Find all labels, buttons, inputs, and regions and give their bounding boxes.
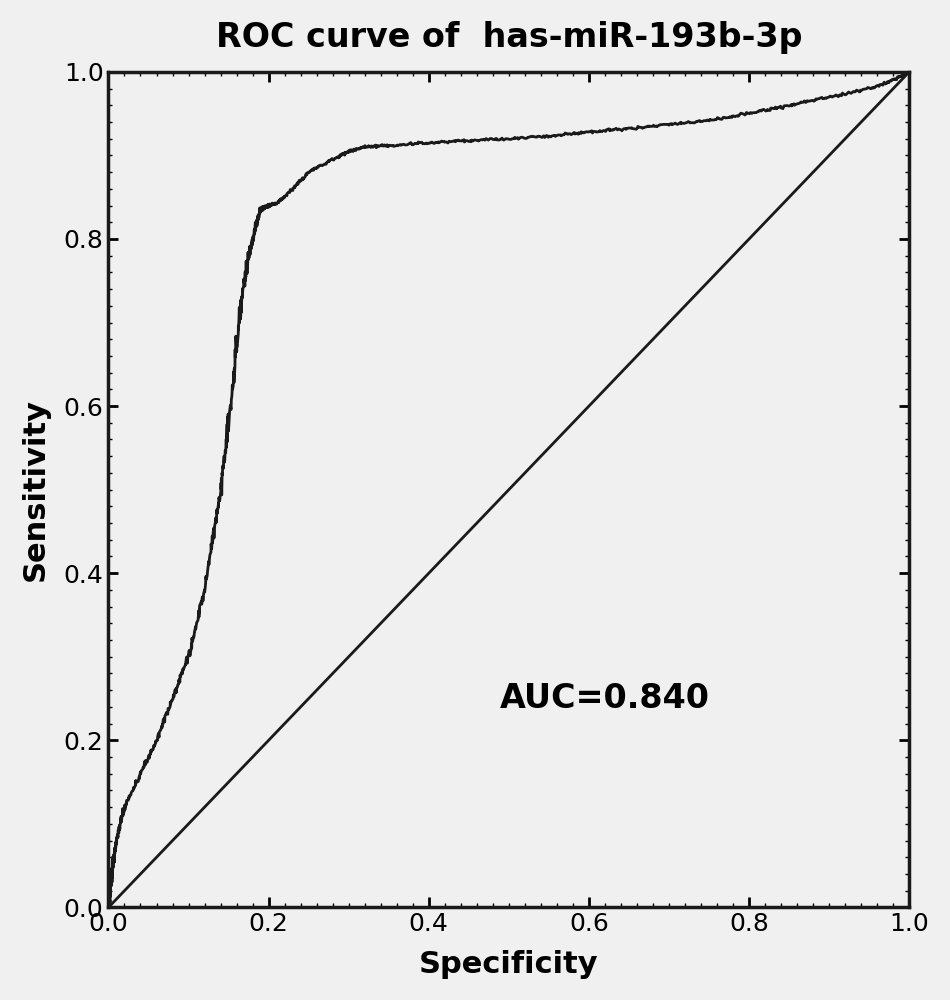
- Y-axis label: Sensitivity: Sensitivity: [21, 398, 49, 581]
- Title: ROC curve of  has-miR-193b-3p: ROC curve of has-miR-193b-3p: [216, 21, 802, 54]
- Text: AUC=0.840: AUC=0.840: [500, 682, 710, 715]
- X-axis label: Specificity: Specificity: [419, 950, 598, 979]
